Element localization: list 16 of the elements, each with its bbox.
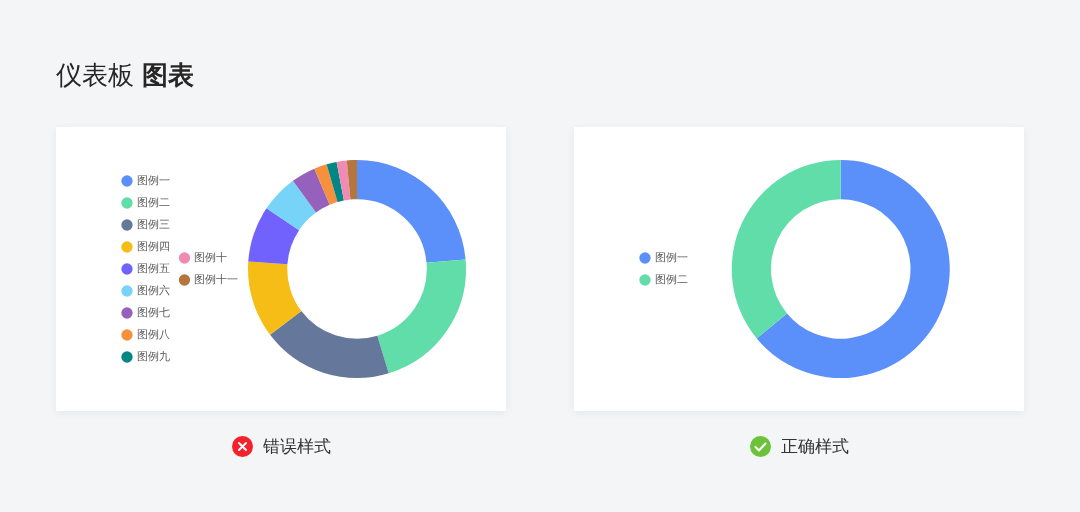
legend-label: 图例一 xyxy=(136,173,170,187)
legend-label: 图例十 xyxy=(194,250,227,264)
legend-label: 图例三 xyxy=(136,217,170,231)
legend-label: 图例五 xyxy=(136,261,170,275)
legend-label: 图例二 xyxy=(136,195,170,209)
legend-label: 图例二 xyxy=(654,272,688,286)
legend-label: 图例一 xyxy=(654,250,688,264)
text: 正确样式 xyxy=(780,435,849,458)
text: 错误样式 xyxy=(262,435,331,458)
legend-label: 图例七 xyxy=(136,305,170,319)
legend-label: 图例八 xyxy=(136,327,170,341)
chart-title: 仪表板 图表 xyxy=(56,60,195,90)
legend-label: 图例六 xyxy=(136,283,170,297)
legend-label: 图例四 xyxy=(136,239,170,253)
legend-label: 图例十一 xyxy=(194,272,238,286)
legend-label: 图例九 xyxy=(136,349,170,363)
